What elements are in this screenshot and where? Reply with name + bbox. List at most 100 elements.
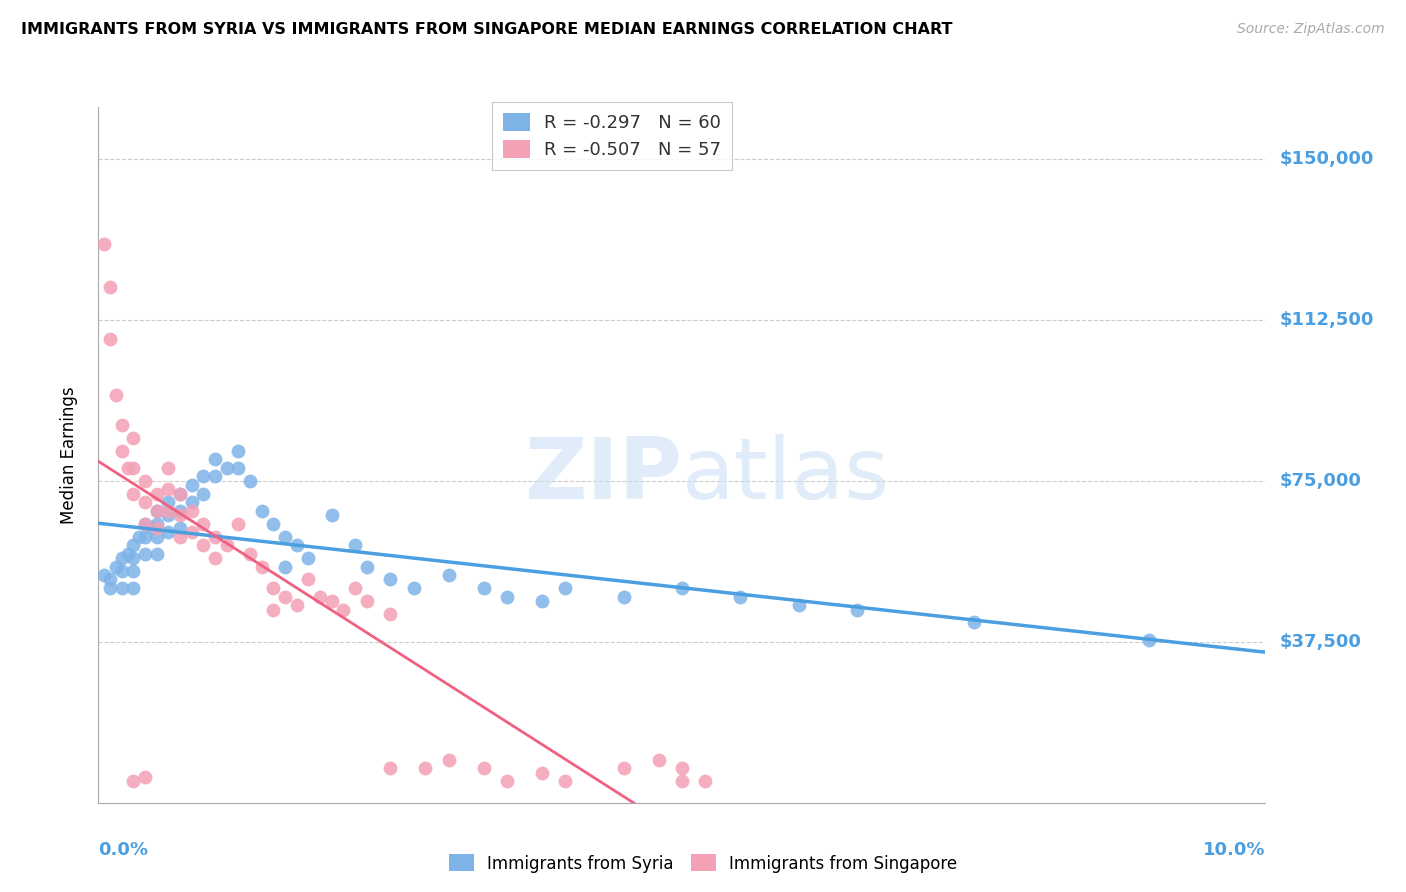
- Point: [285, 599, 308, 613]
- Point: [728, 590, 751, 604]
- Point: [204, 529, 226, 543]
- Point: [157, 460, 180, 475]
- Text: IMMIGRANTS FROM SYRIA VS IMMIGRANTS FROM SINGAPORE MEDIAN EARNINGS CORRELATION C: IMMIGRANTS FROM SYRIA VS IMMIGRANTS FROM…: [21, 22, 953, 37]
- Point: [204, 452, 226, 467]
- Text: $37,500: $37,500: [1279, 632, 1361, 651]
- Point: [93, 568, 115, 582]
- Text: 10.0%: 10.0%: [1204, 841, 1265, 859]
- Point: [530, 594, 553, 608]
- Point: [239, 547, 262, 561]
- Point: [111, 551, 134, 566]
- Point: [146, 486, 169, 500]
- Point: [250, 559, 273, 574]
- Point: [98, 280, 121, 294]
- Point: [117, 460, 139, 475]
- Point: [169, 504, 191, 518]
- Y-axis label: Median Earnings: Median Earnings: [59, 386, 77, 524]
- Point: [128, 529, 150, 543]
- Text: $75,000: $75,000: [1279, 472, 1361, 490]
- Point: [262, 602, 284, 616]
- Point: [169, 486, 191, 500]
- Point: [157, 504, 180, 518]
- Point: [146, 504, 169, 518]
- Point: [1137, 632, 1160, 647]
- Point: [134, 495, 156, 509]
- Point: [122, 431, 145, 445]
- Point: [180, 525, 202, 540]
- Point: [297, 573, 319, 587]
- Point: [146, 547, 169, 561]
- Point: [378, 607, 402, 621]
- Point: [274, 559, 297, 574]
- Point: [157, 525, 180, 540]
- Point: [134, 770, 156, 784]
- Point: [356, 594, 378, 608]
- Point: [111, 581, 134, 595]
- Point: [180, 495, 202, 509]
- Point: [297, 551, 319, 566]
- Point: [193, 516, 215, 531]
- Point: [157, 495, 180, 509]
- Text: $112,500: $112,500: [1279, 310, 1374, 328]
- Point: [413, 761, 436, 775]
- Point: [671, 581, 693, 595]
- Text: Source: ZipAtlas.com: Source: ZipAtlas.com: [1237, 22, 1385, 37]
- Point: [239, 474, 262, 488]
- Text: ZIP: ZIP: [524, 434, 682, 517]
- Point: [134, 516, 156, 531]
- Point: [134, 529, 156, 543]
- Point: [285, 538, 308, 552]
- Point: [437, 568, 460, 582]
- Point: [274, 590, 297, 604]
- Point: [180, 478, 202, 492]
- Point: [157, 483, 180, 497]
- Point: [612, 590, 634, 604]
- Point: [157, 508, 180, 522]
- Point: [98, 332, 121, 346]
- Point: [495, 590, 517, 604]
- Point: [530, 765, 553, 780]
- Point: [134, 516, 156, 531]
- Point: [111, 417, 134, 432]
- Point: [332, 602, 354, 616]
- Point: [169, 486, 191, 500]
- Point: [309, 590, 332, 604]
- Point: [134, 547, 156, 561]
- Point: [104, 388, 127, 402]
- Point: [98, 581, 121, 595]
- Point: [111, 443, 134, 458]
- Point: [122, 538, 145, 552]
- Point: [134, 474, 156, 488]
- Point: [180, 504, 202, 518]
- Point: [472, 581, 495, 595]
- Point: [378, 573, 402, 587]
- Point: [554, 581, 576, 595]
- Point: [215, 538, 238, 552]
- Point: [169, 529, 191, 543]
- Point: [228, 460, 250, 475]
- Point: [845, 602, 868, 616]
- Point: [321, 508, 343, 522]
- Point: [204, 551, 226, 566]
- Point: [117, 547, 139, 561]
- Point: [356, 559, 378, 574]
- Point: [344, 581, 367, 595]
- Point: [472, 761, 495, 775]
- Point: [215, 460, 238, 475]
- Point: [321, 594, 343, 608]
- Point: [193, 538, 215, 552]
- Point: [139, 521, 162, 535]
- Point: [695, 774, 717, 789]
- Point: [274, 529, 297, 543]
- Text: atlas: atlas: [682, 434, 890, 517]
- Point: [169, 508, 191, 522]
- Point: [250, 504, 273, 518]
- Point: [193, 469, 215, 483]
- Text: $150,000: $150,000: [1279, 150, 1374, 168]
- Point: [122, 486, 145, 500]
- Point: [146, 504, 169, 518]
- Point: [98, 573, 121, 587]
- Point: [554, 774, 576, 789]
- Point: [146, 516, 169, 531]
- Point: [122, 581, 145, 595]
